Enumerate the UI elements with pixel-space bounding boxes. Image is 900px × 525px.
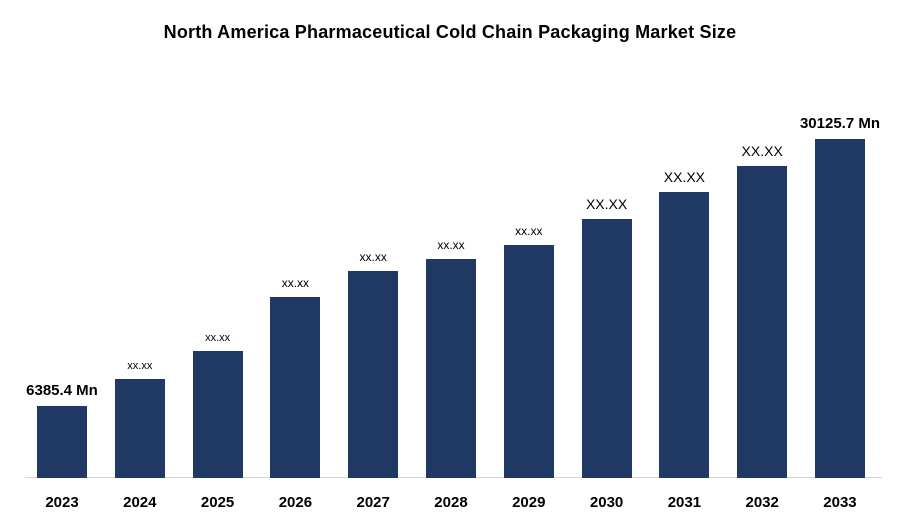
bar-group-2029: xx.xx [503,224,554,478]
bar-2024 [114,379,165,478]
bar-value-label-2029: xx.xx [515,224,543,239]
bar-2032 [737,166,788,478]
x-tick-2023: 2023 [45,494,79,511]
x-tick-2027: 2027 [356,494,390,511]
bar-value-label-2031: XX.XX [663,169,705,186]
x-tick-2024: 2024 [123,494,157,511]
bar-2023 [37,406,87,478]
x-tick-2032: 2032 [745,494,779,511]
bar-group-2024: xx.xx [114,360,165,478]
x-tick-2025: 2025 [200,494,235,511]
x-tick-2028: 2028 [434,494,468,511]
bar-group-2028: xx.xx [425,237,476,478]
bar-value-label-2030: XX.XX [585,196,628,213]
bar-group-2026: xx.xx [270,275,321,478]
bar-2027 [348,270,399,478]
bar-2031 [659,192,710,478]
x-tick-2029: 2029 [512,494,546,511]
bar-value-label-2032: XX.XX [741,143,783,160]
bar-value-label-2028: xx.xx [437,237,465,252]
bar-group-2030: XX.XX [581,196,632,478]
bar-group-2033: 30125.7 Mn [800,115,880,478]
bar-group-2023: 6385.4 Mn [26,382,98,478]
chart-title: North America Pharmaceutical Cold Chain … [163,22,737,42]
bar-value-label-2024: xx.xx [127,360,153,372]
bar-group-2025: xx.xx [192,331,243,478]
bar-value-label-2023: 6385.4 Mn [26,382,98,400]
bar-2030 [581,219,632,478]
bars: 6385.4 Mn xx.xx xx.xx xx.xx xx.xx xx.xx xx.xx X… [26,115,880,478]
year-labels: 2023 2024 2025 2026 2027 2028 2029 2030 2031 2032… [37,494,865,511]
x-tick-2030: 2030 [589,494,624,511]
x-tick-2031: 2031 [667,494,702,511]
bar-group-2027: xx.xx [348,249,399,478]
bar-2025 [192,350,243,478]
bar-value-label-2026: xx.xx [281,275,310,290]
bar-group-2031: XX.XX [659,169,710,478]
bar-value-label-2033: 30125.7 Mn [799,115,880,132]
bar-2026 [270,296,321,478]
bar-2029 [503,245,554,478]
bar-group-2032: XX.XX [737,143,788,478]
bar-value-label-2027: xx.xx [359,249,387,264]
bar-value-label-2025: xx.xx [205,331,231,344]
bar-2028 [425,258,476,478]
x-tick-2033: 2033 [823,494,857,511]
bar-2033 [814,139,865,478]
x-tick-2026: 2026 [278,494,313,511]
